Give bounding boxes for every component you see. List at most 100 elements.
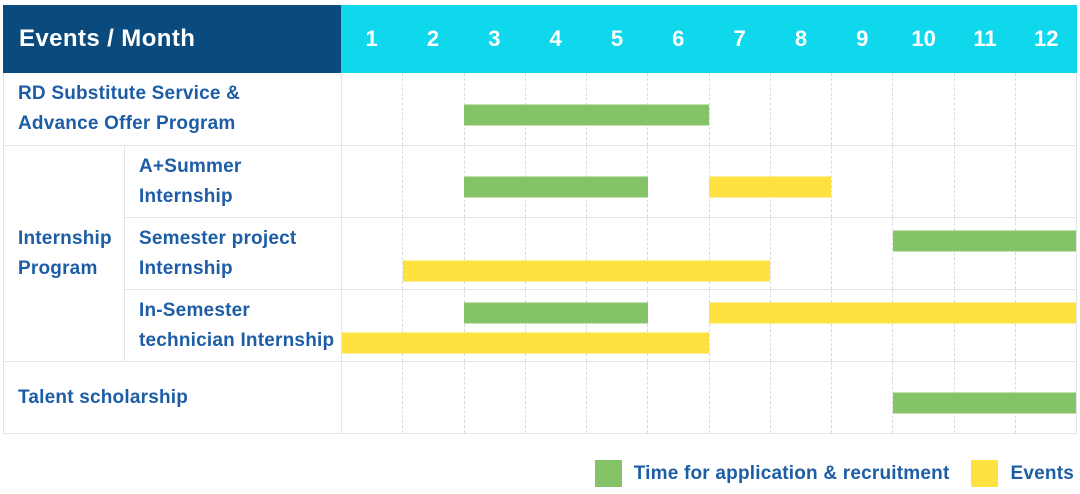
month-header-7: 7: [733, 26, 746, 51]
month-cell-11: [953, 146, 1015, 217]
month-cell-8: [769, 73, 831, 145]
month-cell-12: [1014, 73, 1076, 145]
plot-row-talent-scholarship: [342, 361, 1076, 433]
month-header-1: 1: [365, 26, 378, 51]
month-cell-3: [463, 362, 525, 433]
month-header-4: 4: [549, 26, 562, 51]
table-body: RD Substitute Service & Advance Offer Pro…: [3, 73, 1077, 434]
events-gantt-table: Events / Month 1 2 3 4 5 6 7 8 9 10 11 12 RD Substi…: [3, 5, 1077, 434]
month-cell-7: [708, 218, 770, 289]
month-gridlines: [342, 73, 1076, 145]
row-label-semester-project-internship: Semester project Internship: [125, 217, 342, 289]
row-label-a-plus-summer-internship: A+Summer Internship: [125, 145, 342, 217]
month-cell-6: [647, 146, 708, 217]
bar-event-semester-project-internship: [403, 260, 771, 282]
month-header-5: 5: [610, 26, 624, 51]
month-cell-9: [831, 290, 892, 361]
bar-event-a-plus-summer-internship: [709, 176, 832, 198]
group-label-line: Internship: [18, 227, 112, 249]
month-header-3: 3: [488, 26, 501, 51]
legend-item-application: Time for application & recruitment: [594, 460, 950, 487]
month-header-strip: 1 2 3 4 5 6 7 8 9 10 11 12: [341, 5, 1077, 73]
month-cell-4: [524, 218, 586, 289]
month-cell-10: [892, 146, 953, 217]
bar-application-in-semester-technician-internship: [464, 302, 648, 324]
month-cell-9: [831, 73, 892, 145]
month-cell-3: [463, 290, 525, 361]
month-header-2: 2: [426, 26, 440, 51]
month-gridlines: [342, 290, 1076, 361]
month-header-9: 9: [856, 26, 869, 51]
month-cell-9: [831, 362, 892, 433]
header-title-cell: Events / Month: [3, 5, 341, 73]
row-label-rd-substitute-service: RD Substitute Service & Advance Offer Pro…: [4, 73, 342, 145]
month-cell-5: [586, 362, 647, 433]
month-cell-3: [463, 73, 525, 145]
month-cell-12: [1014, 146, 1076, 217]
month-cell-9: [831, 146, 892, 217]
month-cell-4: [524, 290, 586, 361]
month-cell-6: [647, 362, 708, 433]
month-header-10: 10: [911, 26, 936, 51]
legend-item-event: Events: [971, 460, 1074, 487]
bar-event-in-semester-technician-internship: [709, 302, 1076, 324]
month-cell-6: [647, 290, 708, 361]
plot-row-in-semester-technician-internship: [342, 289, 1076, 361]
row-label-line: Internship: [139, 257, 233, 279]
legend-swatch-application: [594, 460, 622, 487]
month-cell-1: [342, 73, 402, 145]
month-cell-10: [892, 218, 953, 289]
bar-application-semester-project-internship: [892, 230, 1076, 252]
row-label-line: Semester project: [139, 227, 297, 249]
month-cell-8: [769, 218, 831, 289]
month-cell-12: [1014, 290, 1076, 361]
plot-row-a-plus-summer-internship: [342, 145, 1076, 217]
legend-swatch-event: [971, 460, 999, 487]
month-cell-11: [953, 218, 1015, 289]
legend: Time for application & recruitment Events: [594, 460, 1074, 487]
bar-event-in-semester-technician-internship: [342, 332, 709, 354]
bar-application-rd-substitute-service: [464, 104, 709, 126]
group-label-line: Program: [18, 257, 98, 279]
month-cell-10: [892, 290, 953, 361]
month-header-12: 12: [1034, 26, 1059, 51]
month-cell-2: [402, 218, 463, 289]
month-cell-12: [1014, 218, 1076, 289]
month-cell-1: [342, 362, 402, 433]
row-label-line: RD Substitute Service &: [18, 83, 241, 104]
month-cell-2: [402, 362, 463, 433]
row-label-line: Advance Offer Program: [18, 113, 236, 134]
row-label-line: Internship: [139, 185, 233, 207]
row-label-in-semester-technician-internship: In-Semester technician Internship: [125, 289, 342, 361]
month-cell-3: [463, 218, 525, 289]
month-cell-2: [402, 73, 463, 145]
row-label-talent-scholarship: Talent scholarship: [4, 361, 342, 433]
bar-application-talent-scholarship: [892, 392, 1076, 414]
month-header-11: 11: [973, 26, 997, 51]
legend-label-event: Events: [1010, 462, 1074, 484]
month-cell-11: [953, 290, 1015, 361]
row-label-line: A+Summer: [139, 155, 242, 177]
month-cell-8: [769, 362, 831, 433]
month-cell-6: [647, 218, 708, 289]
month-cell-9: [831, 218, 892, 289]
month-cell-7: [708, 290, 770, 361]
plot-row-rd-substitute-service: [342, 73, 1076, 145]
month-cell-7: [708, 362, 770, 433]
header-title: Events / Month: [19, 25, 196, 52]
month-cell-5: [586, 290, 647, 361]
month-cell-7: [708, 73, 770, 145]
month-cell-8: [769, 290, 831, 361]
month-cell-1: [342, 218, 402, 289]
month-cell-10: [892, 73, 953, 145]
month-header-6: 6: [672, 26, 685, 51]
month-cell-4: [524, 362, 586, 433]
legend-label-application: Time for application & recruitment: [633, 462, 950, 484]
row-label-line: In-Semester: [139, 299, 250, 321]
row-label-line: technician Internship: [139, 329, 335, 351]
bar-application-a-plus-summer-internship: [464, 176, 648, 198]
month-cell-2: [402, 146, 463, 217]
row-label-line: Talent scholarship: [18, 386, 189, 408]
month-cell-11: [953, 73, 1015, 145]
